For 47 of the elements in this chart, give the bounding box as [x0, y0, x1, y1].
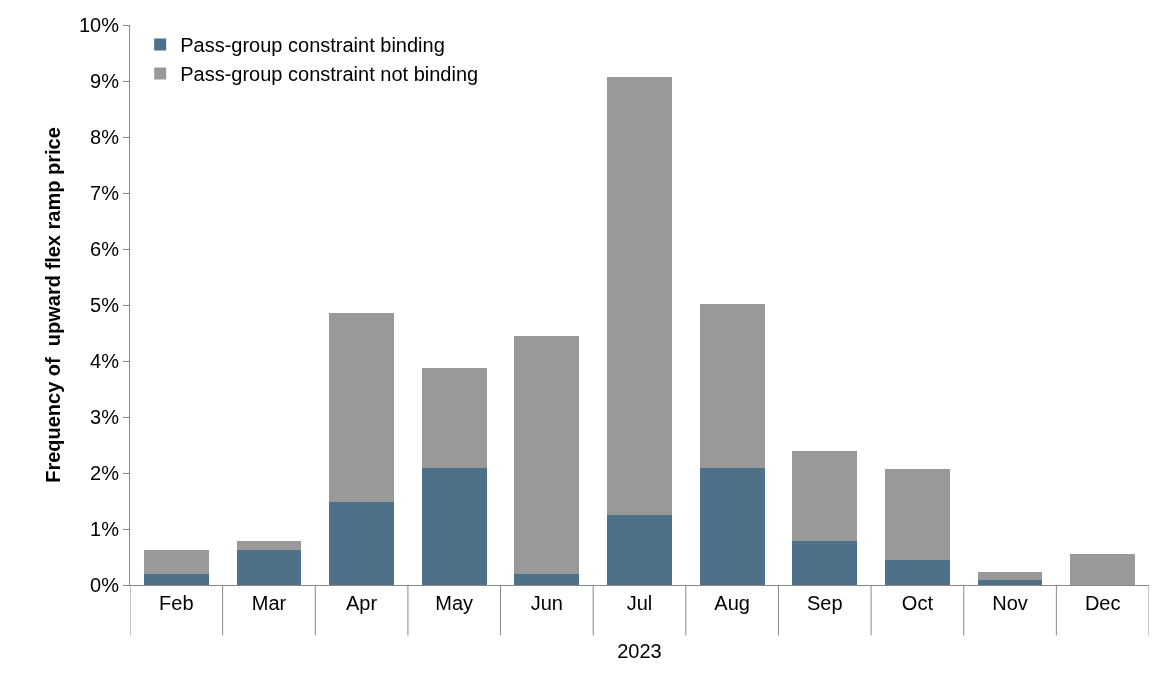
bar: [699, 467, 765, 585]
x-tick-label: May: [435, 592, 474, 614]
x-tick-label: Jun: [530, 592, 563, 614]
bar: [329, 313, 395, 502]
x-tick-label: Dec: [1084, 592, 1121, 614]
bar: [884, 469, 950, 561]
y-tick-label: 7%: [90, 182, 120, 204]
legend-label: Pass-group constraint binding: [180, 34, 445, 57]
y-tick-label: 10%: [78, 14, 120, 36]
bar: [421, 368, 487, 468]
bar: [514, 573, 580, 585]
x-tick-label: Apr: [346, 592, 378, 614]
bar: [607, 77, 672, 515]
x-tick-label: Sep: [806, 592, 843, 614]
bar: [699, 304, 765, 468]
bar: [329, 501, 395, 585]
bar: [792, 450, 858, 542]
y-tick-label: 8%: [90, 126, 120, 148]
y-tick-label: 2%: [90, 462, 120, 484]
bar: [143, 550, 209, 574]
y-tick-label: 4%: [90, 350, 120, 372]
bar: [1070, 553, 1136, 585]
y-tick-label: 5%: [90, 294, 120, 316]
bar: [236, 541, 302, 551]
bar: [977, 579, 1043, 585]
y-tick-label: 6%: [90, 238, 120, 260]
bar: [884, 560, 950, 585]
x-tick-label: Feb: [159, 592, 194, 614]
x-tick-label: Aug: [714, 592, 750, 614]
bar: [792, 541, 858, 585]
bar: [514, 335, 580, 574]
bar: [607, 515, 672, 585]
y-tick-label: 3%: [90, 406, 120, 428]
y-tick-label: 9%: [90, 70, 120, 92]
bar: [143, 573, 209, 585]
x-axis-title: 2023: [617, 639, 662, 662]
y-tick-label: 1%: [90, 518, 120, 540]
x-tick-label: Jul: [626, 592, 653, 614]
bar: [977, 571, 1043, 580]
legend-label: Pass-group constraint not binding: [180, 63, 479, 86]
x-tick-label: Oct: [901, 592, 934, 614]
bar: [421, 467, 487, 585]
y-axis-title: Frequency of upward flex ramp price: [42, 127, 65, 483]
y-tick-label: 0%: [90, 574, 120, 596]
bar: [236, 550, 302, 585]
x-tick-label: Mar: [251, 592, 287, 614]
x-tick-label: Nov: [992, 592, 1028, 614]
